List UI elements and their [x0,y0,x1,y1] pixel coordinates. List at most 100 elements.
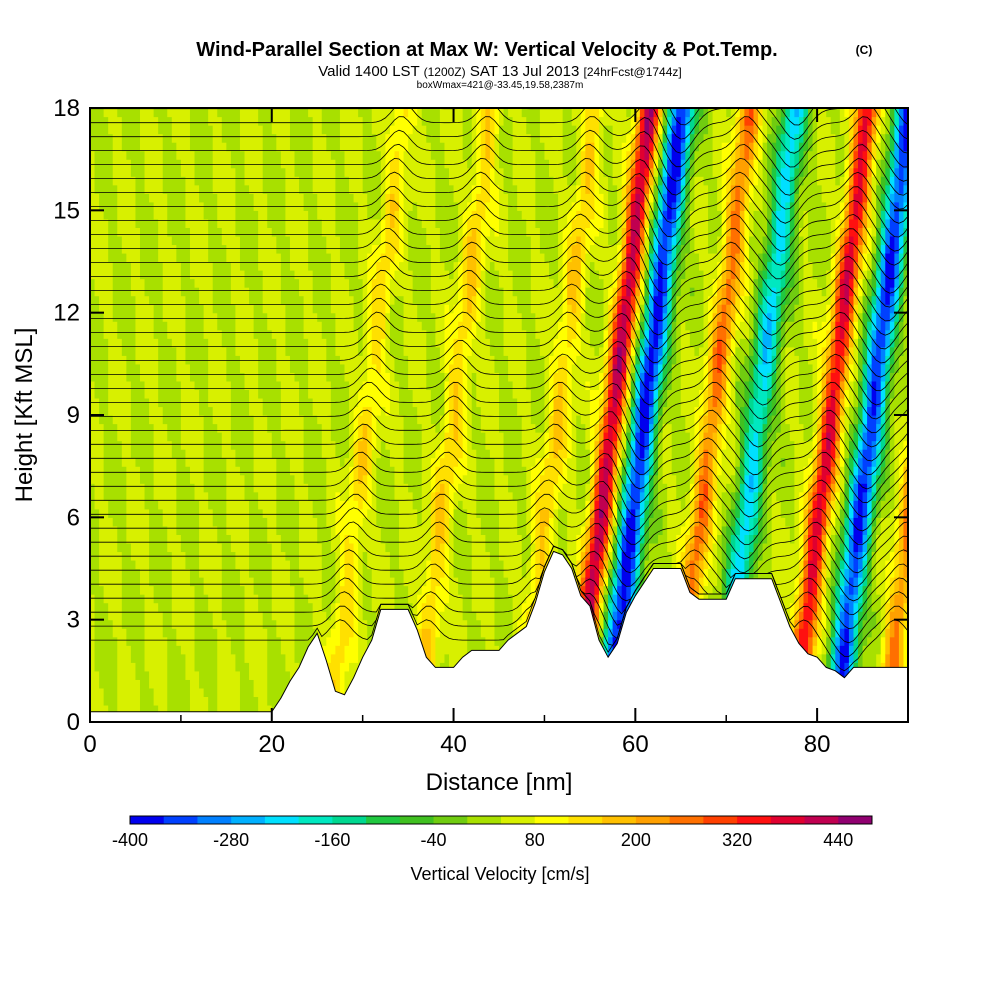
velocity-cell [644,133,650,160]
velocity-cell [703,500,709,527]
velocity-cell [821,372,827,391]
velocity-cell [612,611,618,621]
velocity-cell [844,252,850,271]
velocity-cell [635,321,641,331]
velocity-cell [739,363,745,408]
velocity-cell [730,150,736,169]
velocity-cell [449,278,455,314]
velocity-cell [867,636,873,672]
velocity-cell [617,440,623,450]
velocity-cell [603,568,609,578]
velocity-cell [726,116,732,143]
velocity-cell [598,559,605,570]
velocity-cell [653,397,659,416]
velocity-cell [217,542,223,715]
velocity-cell [344,278,350,382]
velocity-cell [608,577,614,587]
velocity-cell [567,261,573,305]
velocity-cell [739,508,745,527]
velocity-cell [276,150,282,254]
velocity-cell [730,338,736,356]
velocity-cell [149,687,155,722]
velocity-cell [458,500,464,595]
velocity-cell [326,525,332,621]
velocity-cell [735,278,741,297]
velocity-cell [139,278,146,382]
velocity-cell [199,201,205,305]
velocity-cell [112,108,118,186]
velocity-cell [626,201,632,220]
velocity-cell [185,108,191,228]
velocity-cell [312,312,318,416]
velocity-cell [444,167,450,271]
velocity-cell [312,517,318,629]
velocity-cell [844,517,850,535]
velocity-cell [821,653,827,672]
velocity-cell [694,406,700,450]
velocity-cell [358,415,364,442]
velocity-cell [639,252,646,271]
velocity-cell [630,466,636,484]
velocity-cell [817,184,823,288]
velocity-cell [712,432,718,459]
velocity-cell [276,534,282,638]
velocity-cell [876,142,882,160]
velocity-cell [735,108,741,118]
velocity-cell [439,542,446,578]
velocity-cell [589,551,596,570]
theta-contour-line [90,465,908,518]
velocity-cell [726,508,732,527]
velocity-cell [694,500,700,527]
velocity-cell [839,372,845,382]
velocity-cell [580,559,586,578]
velocity-cell [780,466,786,518]
velocity-cell [644,449,650,459]
velocity-cell [739,406,745,459]
velocity-cell [621,244,627,263]
velocity-cell [821,534,827,553]
velocity-cell [648,133,655,143]
velocity-cell [471,295,477,322]
velocity-cell [126,108,132,160]
colorbar-swatch [501,816,536,824]
velocity-cell [630,397,636,408]
velocity-cell [862,210,868,228]
velocity-cell [853,116,859,135]
velocity-cell [608,585,614,595]
velocity-cell [444,108,450,169]
velocity-cell [435,585,441,638]
velocity-cell [726,542,732,570]
velocity-cell [608,244,614,288]
velocity-cell [494,108,500,135]
velocity-cell [394,150,400,203]
velocity-cell [830,440,836,459]
velocity-cell [871,380,877,416]
velocity-cell [853,218,859,246]
velocity-cell [539,142,546,254]
velocity-cell [717,287,723,305]
velocity-cell [858,270,864,280]
velocity-cell [212,193,218,314]
velocity-cell [603,619,609,629]
velocity-cell [753,108,759,135]
velocity-cell [598,577,605,587]
velocity-cell [267,108,273,228]
velocity-cell [126,261,132,382]
velocity-cell [717,474,723,535]
velocity-cell [753,432,759,493]
velocity-cell [235,108,241,237]
velocity-cell [585,449,591,484]
velocity-cell [862,116,868,152]
velocity-cell [808,363,814,442]
velocity-cell [149,201,155,305]
velocity-cell [608,568,614,578]
velocity-cell [758,491,764,518]
velocity-cell [744,559,750,578]
velocity-cell [835,321,841,391]
velocity-cell [617,389,623,399]
velocity-cell [889,312,895,322]
velocity-cell [871,235,877,254]
velocity-cell [280,108,287,169]
velocity-cell [839,508,845,527]
velocity-cell [648,517,655,544]
